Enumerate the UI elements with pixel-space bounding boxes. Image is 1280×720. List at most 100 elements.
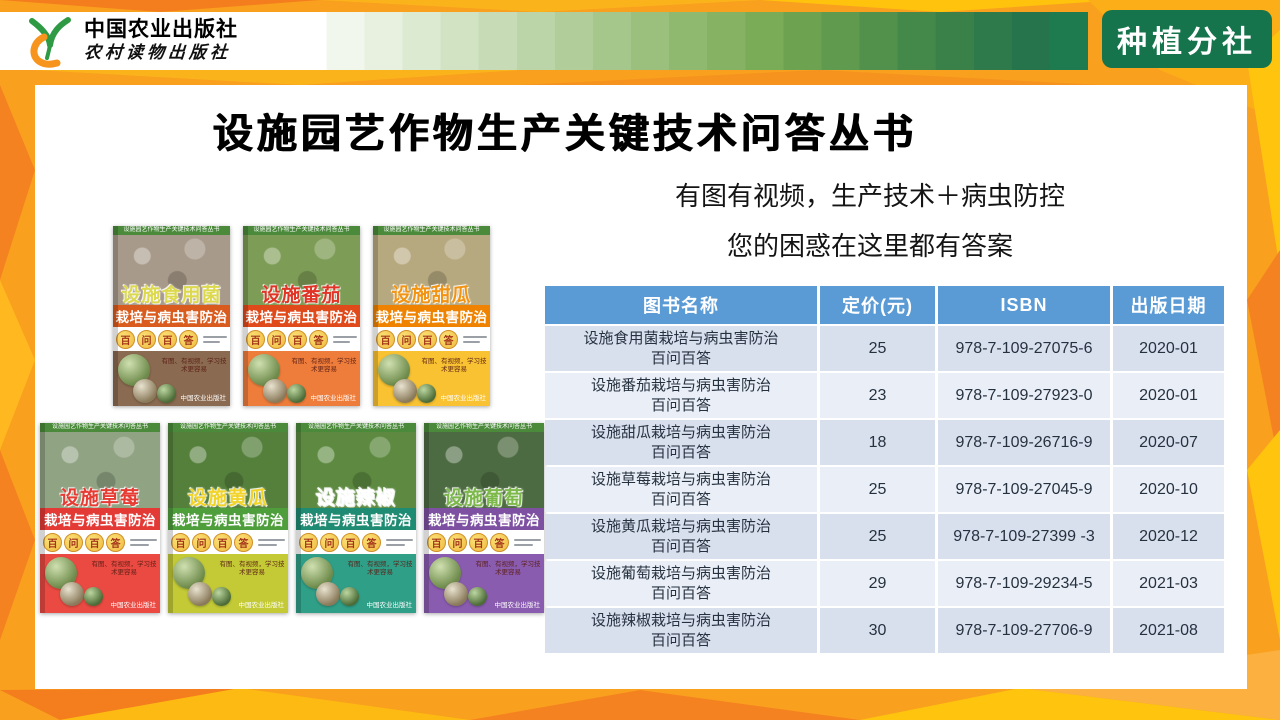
- cover-photo-circle: [468, 587, 487, 606]
- publisher-logo-icon: [29, 17, 71, 68]
- badge-coin: 百: [43, 532, 62, 552]
- cover-series-strip: 设施园艺作物生产关键技术问答丛书: [424, 423, 544, 432]
- cover-publisher: 中国农业出版社: [310, 395, 357, 402]
- column-header-price: 定价(元): [820, 286, 935, 324]
- cover-series-strip: 设施园艺作物生产关键技术问答丛书: [296, 423, 416, 432]
- badge-coin: 答: [234, 532, 253, 552]
- cell-book-name: 设施食用菌栽培与病虫害防治 百问百答: [545, 326, 817, 371]
- publisher-name: 中国农业出版社: [84, 18, 238, 41]
- cover-tagline: 有图、有视频，学习技术更容易: [347, 561, 413, 576]
- badge-coin: 百: [85, 532, 104, 552]
- cover-publisher: 中国农业出版社: [180, 395, 227, 402]
- badge-coin: 答: [490, 532, 509, 552]
- book-name-line1: 设施番茄栽培与病虫害防治: [590, 376, 771, 394]
- cover-photo: 设施番茄: [243, 235, 360, 306]
- table-row: 设施番茄栽培与病虫害防治 百问百答 23 978-7-109-27923-0 2…: [545, 373, 1227, 418]
- cover-publisher: 中国农业出版社: [110, 602, 157, 609]
- book-name-line2: 百问百答: [650, 443, 711, 461]
- table-row: 设施黄瓜栽培与病虫害防治 百问百答 25 978-7-109-27399 -3 …: [545, 514, 1227, 559]
- cover-band: 栽培与病虫害防治: [168, 508, 288, 530]
- cell-date: 2020-07: [1113, 420, 1224, 465]
- badge-coin: 答: [106, 532, 125, 552]
- cell-price: 25: [820, 514, 935, 559]
- cover-series-strip: 设施园艺作物生产关键技术问答丛书: [113, 226, 230, 235]
- badge-coin: 百: [158, 329, 177, 349]
- cover-photo-circle: [393, 379, 417, 403]
- cover-band: 栽培与病虫害防治: [113, 305, 230, 327]
- cell-book-name: 设施番茄栽培与病虫害防治 百问百答: [545, 373, 817, 418]
- cell-isbn: 978-7-109-26716-9: [938, 420, 1110, 465]
- cover-series-strip: 设施园艺作物生产关键技术问答丛书: [373, 226, 490, 235]
- cover-photo: 设施黄瓜: [168, 432, 288, 509]
- cover-photo-circle: [84, 587, 103, 606]
- badge-coin: 百: [213, 532, 232, 552]
- cell-isbn: 978-7-109-27706-9: [938, 608, 1110, 653]
- cover-bottom: 有图、有视频，学习技术更容易 中国农业出版社: [113, 351, 230, 406]
- book-name-line2: 百问百答: [650, 584, 711, 602]
- cover-publisher: 中国农业出版社: [366, 602, 413, 609]
- cover-band: 栽培与病虫害防治: [424, 508, 544, 530]
- publisher-subname: 农村读物出版社: [83, 43, 232, 63]
- cover-badge: 百 问 百 答: [113, 327, 230, 351]
- subtitle-line1: 有图有视频，生产技术＋病虫防控: [674, 181, 1065, 211]
- book-cover-melon: 设施园艺作物生产关键技术问答丛书 设施甜瓜 栽培与病虫害防治 百 问 百 答 有…: [373, 226, 490, 406]
- subtitle-line2: 您的困惑在这里都有答案: [726, 231, 1013, 261]
- cover-tagline: 有图、有视频，学习技术更容易: [291, 358, 357, 373]
- badge-coin: 问: [448, 532, 467, 552]
- cover-band: 栽培与病虫害防治: [296, 508, 416, 530]
- table-row: 设施草莓栽培与病虫害防治 百问百答 25 978-7-109-27045-9 2…: [545, 467, 1227, 512]
- badge-coin: 百: [116, 329, 135, 349]
- book-cover-strawberry: 设施园艺作物生产关键技术问答丛书 设施草莓 栽培与病虫害防治 百 问 百 答 有…: [40, 423, 160, 613]
- badge-coin: 问: [64, 532, 83, 552]
- table-row: 设施葡萄栽培与病虫害防治 百问百答 29 978-7-109-29234-5 2…: [545, 561, 1227, 606]
- book-name-line1: 设施食用菌栽培与病虫害防治: [583, 329, 779, 347]
- cell-price: 29: [820, 561, 935, 606]
- badge-coin: 答: [179, 329, 198, 349]
- cover-photo-circle: [188, 582, 212, 606]
- cover-publisher: 中国农业出版社: [494, 602, 541, 609]
- cover-badge: 百 问 百 答: [373, 327, 490, 351]
- cover-photo-circle: [60, 582, 84, 606]
- book-name-line1: 设施甜瓜栽培与病虫害防治: [590, 423, 771, 441]
- badge-coin: 百: [171, 532, 190, 552]
- cover-badge: 百 问 百 答: [168, 530, 288, 554]
- badge-coin: 百: [427, 532, 446, 552]
- author-lines: [463, 335, 487, 343]
- book-name-line1: 设施黄瓜栽培与病虫害防治: [590, 517, 771, 535]
- book-name-line1: 设施辣椒栽培与病虫害防治: [590, 611, 771, 629]
- table-header-row: 图书名称 定价(元) ISBN 出版日期: [545, 286, 1227, 324]
- book-cover-pepper: 设施园艺作物生产关键技术问答丛书 设施辣椒 栽培与病虫害防治 百 问 百 答 有…: [296, 423, 416, 613]
- badge-coin: 问: [192, 532, 211, 552]
- cover-title: 设施草莓: [59, 488, 140, 509]
- book-name-line2: 百问百答: [650, 490, 711, 508]
- badge-coin: 问: [397, 329, 416, 349]
- cell-date: 2020-01: [1113, 373, 1224, 418]
- book-covers-row2: 设施园艺作物生产关键技术问答丛书 设施草莓 栽培与病虫害防治 百 问 百 答 有…: [40, 423, 544, 613]
- cell-price: 25: [820, 326, 935, 371]
- cell-book-name: 设施草莓栽培与病虫害防治 百问百答: [545, 467, 817, 512]
- cell-isbn: 978-7-109-27045-9: [938, 467, 1110, 512]
- badge-coin: 问: [267, 329, 286, 349]
- badge-coin: 百: [376, 329, 395, 349]
- cover-series-strip: 设施园艺作物生产关键技术问答丛书: [243, 226, 360, 235]
- cover-publisher: 中国农业出版社: [238, 602, 285, 609]
- badge-coin: 答: [439, 329, 458, 349]
- cover-badge: 百 问 百 答: [296, 530, 416, 554]
- cell-book-name: 设施葡萄栽培与病虫害防治 百问百答: [545, 561, 817, 606]
- cover-title: 设施葡萄: [443, 488, 524, 509]
- cell-date: 2021-03: [1113, 561, 1224, 606]
- cover-photo-circle: [212, 587, 231, 606]
- cover-tagline: 有图、有视频，学习技术更容易: [421, 358, 487, 373]
- badge-coin: 百: [288, 329, 307, 349]
- cover-photo-circle: [263, 379, 287, 403]
- author-lines: [130, 538, 157, 546]
- table-row: 设施食用菌栽培与病虫害防治 百问百答 25 978-7-109-27075-6 …: [545, 326, 1227, 371]
- cover-badge: 百 问 百 答: [243, 327, 360, 351]
- series-title: 设施园艺作物生产关键技术问答丛书: [213, 112, 917, 156]
- cell-price: 23: [820, 373, 935, 418]
- book-cover-grape: 设施园艺作物生产关键技术问答丛书 设施葡萄 栽培与病虫害防治 百 问 百 答 有…: [424, 423, 544, 613]
- branch-badge: 种植分社: [1102, 10, 1272, 68]
- badge-coin: 答: [362, 532, 381, 552]
- cell-book-name: 设施黄瓜栽培与病虫害防治 百问百答: [545, 514, 817, 559]
